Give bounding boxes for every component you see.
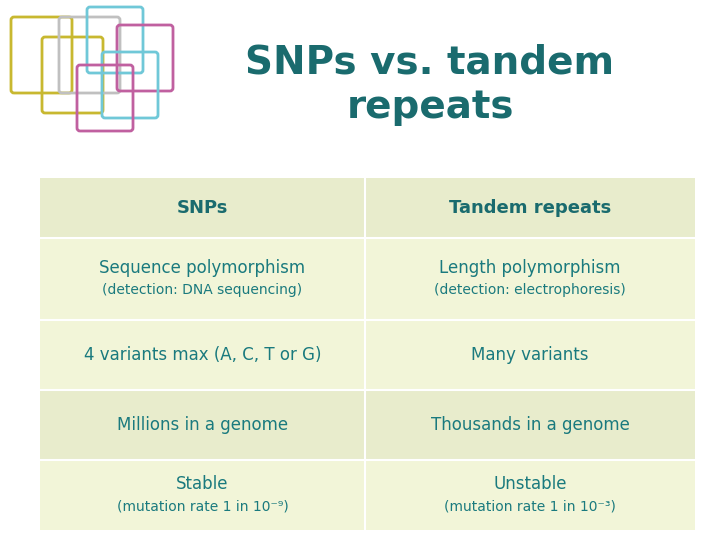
Text: (mutation rate 1 in 10⁻³): (mutation rate 1 in 10⁻³) bbox=[444, 499, 616, 513]
Text: Many variants: Many variants bbox=[472, 346, 589, 364]
Text: Sequence polymorphism: Sequence polymorphism bbox=[99, 259, 305, 277]
Text: (detection: electrophoresis): (detection: electrophoresis) bbox=[434, 283, 626, 297]
Text: (detection: DNA sequencing): (detection: DNA sequencing) bbox=[102, 283, 302, 297]
Text: Length polymorphism: Length polymorphism bbox=[439, 259, 621, 277]
Bar bbox=[40, 178, 695, 238]
Text: SNPs: SNPs bbox=[177, 199, 228, 217]
Text: Tandem repeats: Tandem repeats bbox=[449, 199, 611, 217]
Text: Stable: Stable bbox=[176, 475, 229, 493]
Text: 4 variants max (A, C, T or G): 4 variants max (A, C, T or G) bbox=[84, 346, 321, 364]
Text: Unstable: Unstable bbox=[493, 475, 567, 493]
Text: (mutation rate 1 in 10⁻⁹): (mutation rate 1 in 10⁻⁹) bbox=[117, 499, 289, 513]
Text: Millions in a genome: Millions in a genome bbox=[117, 416, 288, 434]
Bar bbox=[40, 390, 695, 460]
Bar bbox=[40, 178, 695, 530]
Text: SNPs vs. tandem
repeats: SNPs vs. tandem repeats bbox=[246, 44, 615, 126]
Text: Thousands in a genome: Thousands in a genome bbox=[431, 416, 629, 434]
